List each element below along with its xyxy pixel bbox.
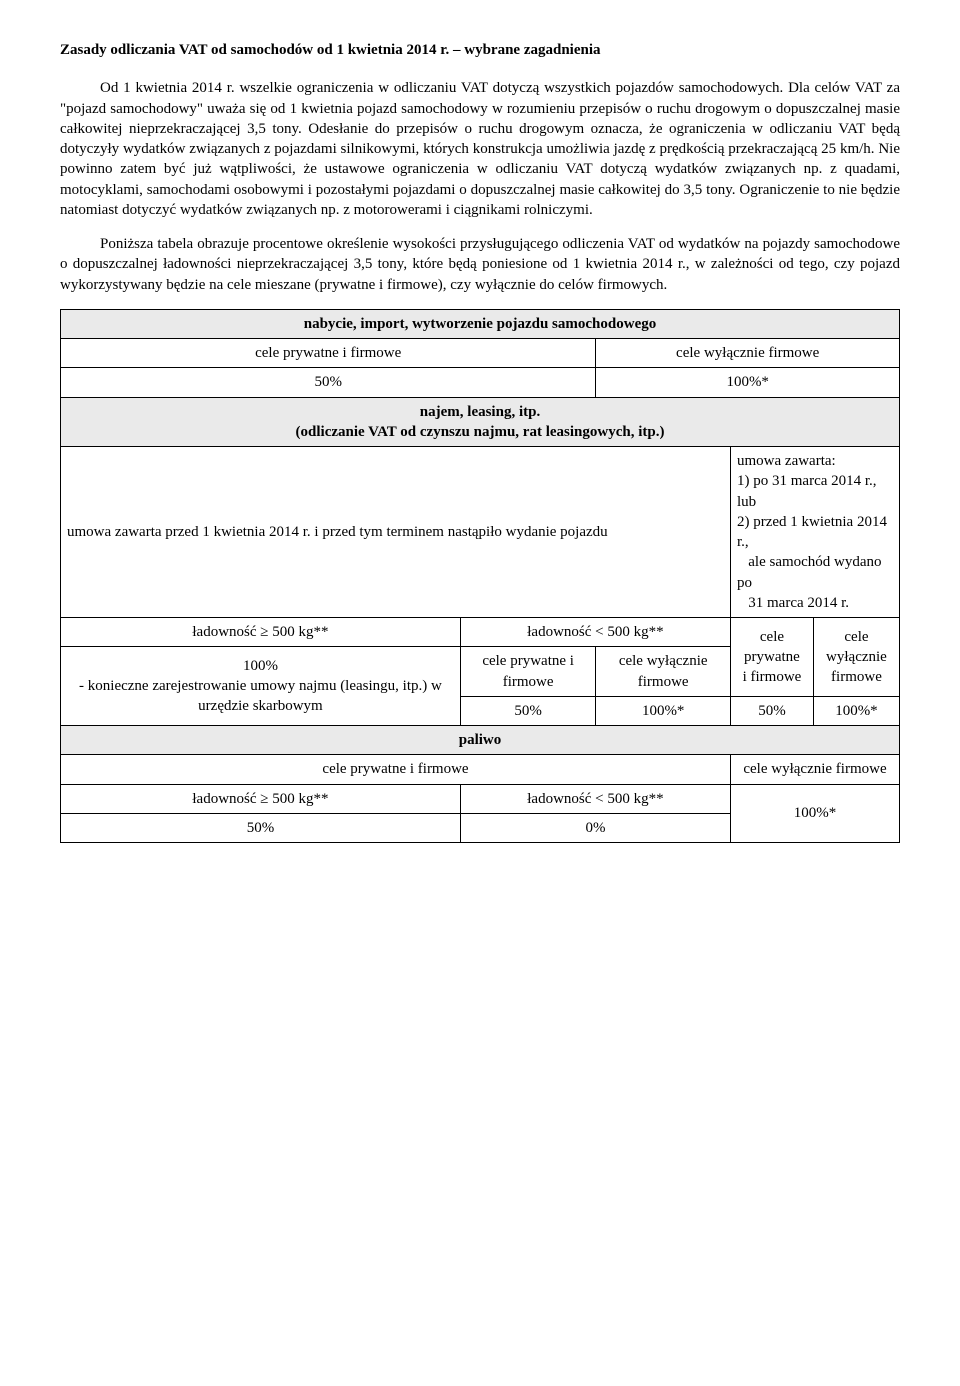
cele-wyl-2: cele wyłącznie firmowe <box>596 647 731 697</box>
paliwo-header: paliwo <box>61 726 900 755</box>
v100-b: 100%* <box>813 696 899 725</box>
load-lt-1: ładowność < 500 kg** <box>460 618 730 647</box>
paliwo-col1: cele prywatne i firmowe <box>61 755 731 784</box>
cele-pryw-ml: celeprywatnei firmowe <box>731 618 814 697</box>
section2-right-l5: 31 marca 2014 r. <box>737 595 849 611</box>
paliwo-v50: 50% <box>61 813 461 842</box>
section2-right-l2: 1) po 31 marca 2014 r., lub <box>737 473 877 509</box>
load-lt-2: ładowność < 500 kg** <box>460 784 730 813</box>
section2-header-line2: (odliczanie VAT od czynszu najmu, rat le… <box>296 424 665 440</box>
section1-header: nabycie, import, wytworzenie pojazdu sam… <box>61 309 900 338</box>
section1-col2: cele wyłącznie firmowe <box>596 339 900 368</box>
paliwo-col2: cele wyłącznie firmowe <box>731 755 900 784</box>
load-ge-2: ładowność ≥ 500 kg** <box>61 784 461 813</box>
section2-right: umowa zawarta: 1) po 31 marca 2014 r., l… <box>731 447 900 618</box>
paragraph-1: Od 1 kwietnia 2014 r. wszelkie ogranicze… <box>60 78 900 220</box>
paragraph-2: Poniższa tabela obrazuje procentowe okre… <box>60 234 900 295</box>
section1-val2: 100%* <box>596 368 900 397</box>
section1-col1: cele prywatne i firmowe <box>61 339 596 368</box>
section2-right-l4: ale samochód wydano po <box>737 554 882 590</box>
vat-table: nabycie, import, wytworzenie pojazdu sam… <box>60 309 900 843</box>
cele-pryw-2: cele prywatne i firmowe <box>460 647 595 697</box>
cele-wyl-ml: celewyłączniefirmowe <box>813 618 899 697</box>
v50-b: 50% <box>731 696 814 725</box>
reg-text: 100%- konieczne zarejestrowanie umowy na… <box>61 647 461 726</box>
paliwo-v100: 100%* <box>731 784 900 843</box>
section2-header: najem, leasing, itp. (odliczanie VAT od … <box>61 397 900 447</box>
section2-right-l3: 2) przed 1 kwietnia 2014 r., <box>737 514 887 550</box>
section1-val1: 50% <box>61 368 596 397</box>
page-title: Zasady odliczania VAT od samochodów od 1… <box>60 40 900 60</box>
v50-a: 50% <box>460 696 595 725</box>
v100-a: 100%* <box>596 696 731 725</box>
section2-right-l1: umowa zawarta: <box>737 453 836 469</box>
paliwo-v0: 0% <box>460 813 730 842</box>
section2-header-line1: najem, leasing, itp. <box>420 404 540 420</box>
section2-left: umowa zawarta przed 1 kwietnia 2014 r. i… <box>61 447 731 618</box>
load-ge-1: ładowność ≥ 500 kg** <box>61 618 461 647</box>
